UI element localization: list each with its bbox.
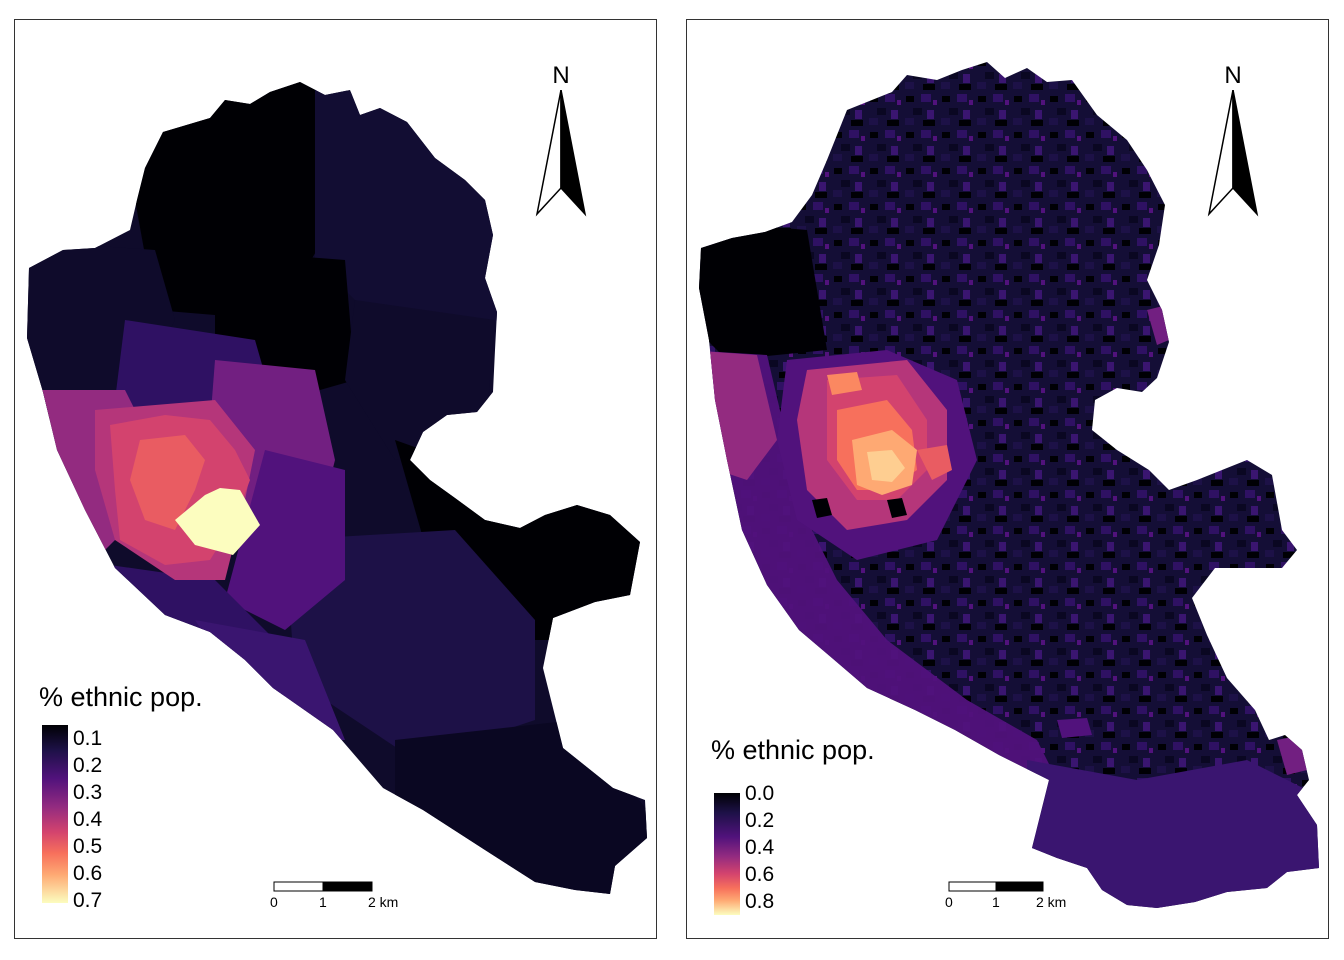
north-label: N: [1224, 62, 1242, 89]
scale-label: 0: [945, 894, 953, 910]
scale-label: 2 km: [368, 894, 399, 910]
scale-label: 0: [270, 894, 278, 910]
map-panel-left: N % ethnic pop. 0.1 0.2 0.3 0.4 0.5 0.6 …: [14, 19, 657, 939]
legend-label: 0.0: [745, 782, 775, 805]
north-arrow-icon: [1207, 90, 1259, 217]
legend-label: 0.4: [73, 808, 103, 831]
legend-color-bar: [42, 725, 68, 903]
legend-label: 0.4: [745, 836, 775, 859]
legend-label: 0.2: [745, 809, 775, 832]
scale-label: 1: [992, 894, 1000, 910]
legend-label: 0.6: [745, 863, 775, 886]
legend-label: 0.7: [73, 889, 103, 912]
legend-label: 0.1: [73, 727, 103, 750]
legend-label: 0.5: [73, 835, 103, 858]
north-label: N: [552, 62, 570, 89]
scale-label: 2 km: [1036, 894, 1067, 910]
map-panel-right: N % ethnic pop. 0.0 0.2 0.4 0.6 0.8 0 1 …: [686, 19, 1329, 939]
north-arrow-icon: [535, 90, 587, 217]
legend-label: 0.3: [73, 781, 103, 804]
legend-label: 0.2: [73, 754, 103, 777]
legend-color-bar: [714, 793, 740, 915]
legend-title: % ethnic pop.: [39, 682, 203, 712]
scale-label: 1: [319, 894, 327, 910]
legend-label: 0.6: [73, 862, 103, 885]
choropleth-map-left: [27, 82, 647, 894]
scale-bar-graphic: [948, 881, 1044, 892]
scale-bar-graphic: [273, 881, 373, 892]
legend-label: 0.8: [745, 890, 775, 913]
legend-title: % ethnic pop.: [711, 735, 875, 765]
